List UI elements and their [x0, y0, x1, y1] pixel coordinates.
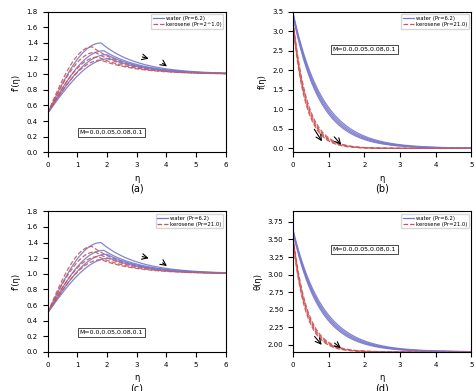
Text: M=0.0,0.05,0.08,0.1: M=0.0,0.05,0.08,0.1: [332, 247, 396, 252]
Legend: water (Pr=6.2), kerosene (Pr=21.0): water (Pr=6.2), kerosene (Pr=21.0): [401, 214, 468, 228]
X-axis label: η: η: [134, 373, 139, 382]
X-axis label: η: η: [379, 174, 385, 183]
Text: M=0.0,0.05,0.08,0.1: M=0.0,0.05,0.08,0.1: [79, 330, 143, 335]
X-axis label: η: η: [379, 373, 385, 382]
Text: (c): (c): [130, 383, 143, 391]
Text: M=0.0,0.05,0.08,0.1: M=0.0,0.05,0.08,0.1: [332, 47, 396, 52]
Y-axis label: θ(η): θ(η): [253, 273, 262, 290]
Legend: water (Pr=6.2), kerosene (Pr=2^1.0): water (Pr=6.2), kerosene (Pr=2^1.0): [151, 14, 223, 29]
Text: (b): (b): [375, 184, 389, 194]
Y-axis label: f'(η): f'(η): [12, 74, 21, 91]
Legend: water (Pr=6.2), kerosene (Pr=21.0): water (Pr=6.2), kerosene (Pr=21.0): [401, 14, 468, 29]
Y-axis label: f'(η): f'(η): [12, 273, 21, 290]
Text: (d): (d): [376, 383, 389, 391]
Y-axis label: f(η): f(η): [258, 75, 267, 90]
X-axis label: η: η: [134, 174, 139, 183]
Text: (a): (a): [130, 184, 143, 194]
Legend: water (Pr=6.2), kerosene (Pr=21.0): water (Pr=6.2), kerosene (Pr=21.0): [156, 214, 223, 228]
Text: M=0.0,0.05,0.08,0.1: M=0.0,0.05,0.08,0.1: [79, 130, 143, 135]
